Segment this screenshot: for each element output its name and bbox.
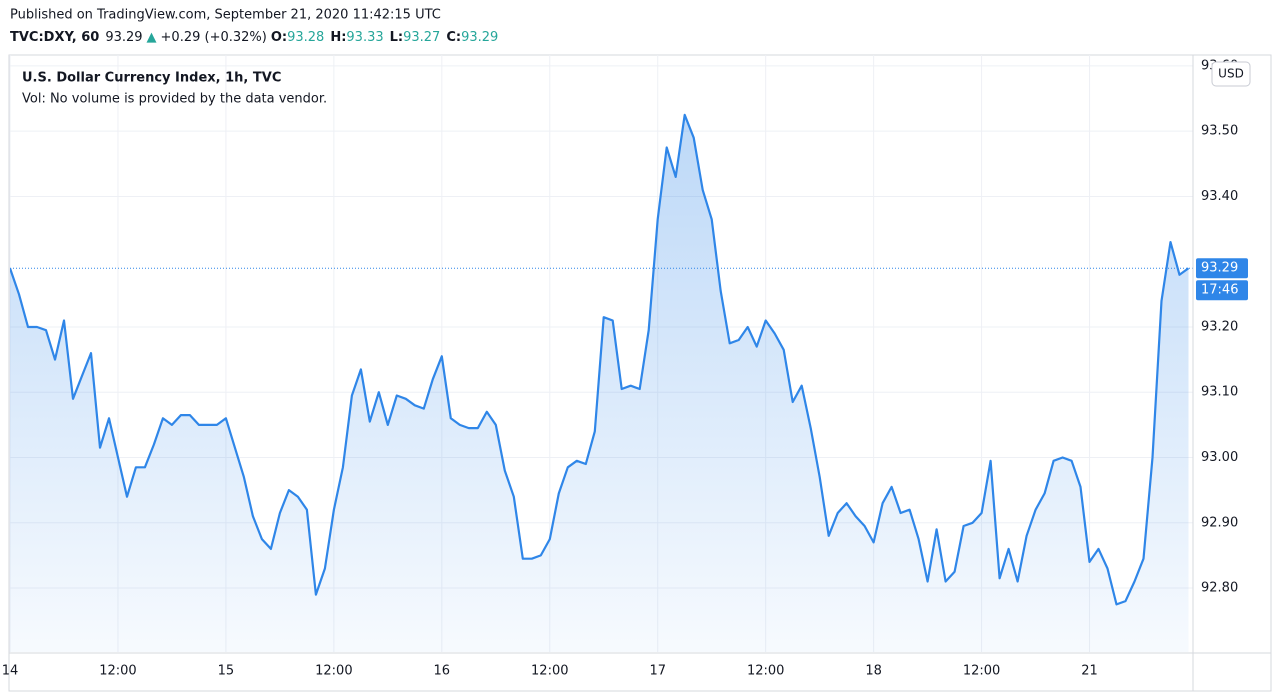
plot: [10, 113, 1193, 652]
x-tick-label: 12:00: [531, 664, 568, 679]
countdown-label: 17:46: [1201, 283, 1238, 298]
price-line: [10, 113, 1190, 606]
ohlc-value: 93.33: [346, 30, 383, 45]
chart-subtitle: Vol: No volume is provided by the data v…: [22, 92, 327, 107]
ohlc-label: H:: [330, 30, 346, 45]
y-tick-label: 93.20: [1201, 319, 1238, 334]
x-tick-label: 15: [218, 664, 235, 679]
ohlc-value: 93.29: [461, 30, 498, 45]
y-tick-label: 93.40: [1201, 189, 1238, 204]
ohlc-value: 93.28: [287, 30, 324, 45]
y-tick-label: 92.80: [1201, 581, 1238, 596]
y-tick-label: 93.00: [1201, 450, 1238, 465]
last-price-label: 93.29: [1201, 261, 1238, 276]
change: +0.29 (+0.32%): [161, 30, 267, 45]
x-tick-label: 12:00: [747, 664, 784, 679]
x-tick-label: 12:00: [315, 664, 352, 679]
ohlc-value: 93.27: [403, 30, 440, 45]
symbol-line: TVC:DXY, 60 93.29 ▲ +0.29 (+0.32%) O:93.28 H:…: [10, 30, 498, 45]
currency-label: USD: [1218, 67, 1244, 81]
x-tick-label: 12:00: [99, 664, 136, 679]
countdown-box: [1196, 280, 1248, 301]
published-note: Published on TradingView.com, September …: [10, 8, 441, 23]
symbol-info: TVC:DXY, 60 93.29 ▲ +0.29 (+0.32%) O:93.28 H:…: [10, 30, 498, 45]
y-tick-label: 93.50: [1201, 124, 1238, 139]
x-tick-label: 16: [434, 664, 451, 679]
ohlc-label: L:: [390, 30, 403, 45]
x-tick-label: 17: [649, 664, 666, 679]
x-tick-label: 18: [865, 664, 882, 679]
up-arrow: ▲: [147, 30, 157, 45]
ohlc-label: O:: [271, 30, 287, 45]
axes: 92.8092.9093.0093.1093.2093.4093.5093.60…: [2, 58, 1251, 679]
last-price: 93.29: [105, 30, 142, 45]
ohlc-label: C:: [446, 30, 461, 45]
y-tick-label: 92.90: [1201, 515, 1238, 530]
currency-badge: [1211, 61, 1251, 87]
chart-title: U.S. Dollar Currency Index, 1h, TVC: [22, 71, 281, 86]
chart-frame: [8, 54, 1272, 692]
last-price-box: [1196, 258, 1248, 279]
x-tick-label: 12:00: [963, 664, 1000, 679]
symbol: TVC:DXY, 60: [10, 30, 99, 45]
x-tick-label: 21: [1081, 664, 1098, 679]
y-tick-label: 93.10: [1201, 385, 1238, 400]
x-tick-label: 14: [2, 664, 19, 679]
